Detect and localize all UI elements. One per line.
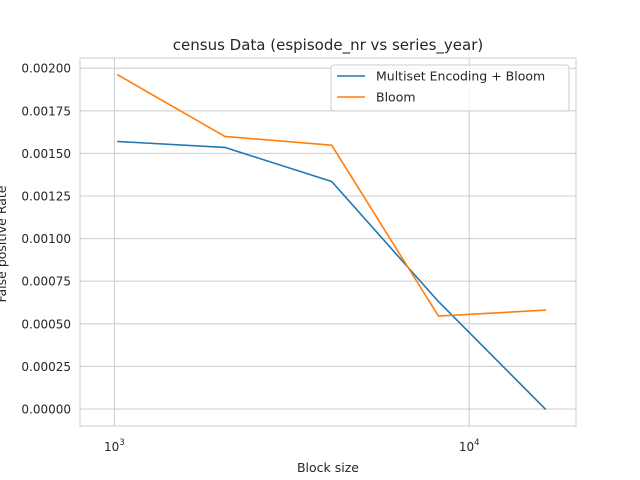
x-axis-label: Block size xyxy=(297,460,359,475)
series-line xyxy=(117,140,547,411)
y-tick-label: 0.00175 xyxy=(21,104,71,118)
y-tick-label: 0.00000 xyxy=(21,402,71,416)
legend-label: Multiset Encoding + Bloom xyxy=(376,69,545,84)
plot-frame xyxy=(79,57,577,427)
y-tick-label: 0.00150 xyxy=(21,147,71,161)
series-lines xyxy=(116,73,547,411)
x-tick-label: 103 xyxy=(104,438,125,454)
chart-title: census Data (espisode_nr vs series_year) xyxy=(173,36,483,55)
y-tick-label: 0.00125 xyxy=(21,190,71,204)
y-tick-label: 0.00100 xyxy=(21,232,71,246)
y-tick-label: 0.00075 xyxy=(21,275,71,289)
legend-label: Bloom xyxy=(376,90,416,105)
series-line xyxy=(116,73,547,317)
x-axis-ticks: 103 104 xyxy=(104,438,480,454)
y-tick-label: 0.00025 xyxy=(21,360,71,374)
y-axis-ticks: 0.00000 0.00025 0.00050 0.00075 0.00100 0.001… xyxy=(21,62,71,417)
y-tick-label: 0.00200 xyxy=(21,62,71,76)
y-tick-label: 0.00050 xyxy=(21,317,71,331)
y-axis-label: False positive Rate xyxy=(0,185,9,302)
x-tick-label: 104 xyxy=(459,438,480,454)
legend-box xyxy=(330,64,570,112)
legend: Multiset Encoding + Bloom Bloom xyxy=(330,64,570,112)
grid-lines xyxy=(80,58,576,426)
